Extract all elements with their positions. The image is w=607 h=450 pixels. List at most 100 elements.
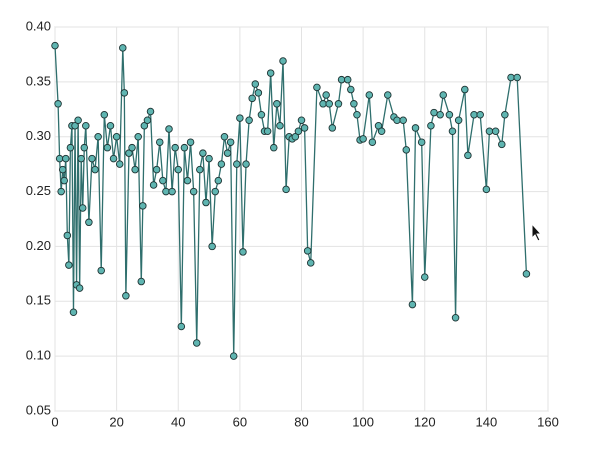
- point: [334, 100, 343, 108]
- point: [162, 187, 170, 196]
- point: [365, 91, 374, 99]
- point: [199, 149, 207, 157]
- point: [69, 308, 78, 317]
- y-tick-label: 0.40: [26, 18, 51, 33]
- x-tick-label: 140: [476, 414, 498, 429]
- y-tick-label: 0.35: [26, 73, 51, 88]
- point: [347, 85, 355, 94]
- point: [214, 176, 223, 185]
- point: [377, 127, 386, 135]
- point: [491, 127, 500, 135]
- y-tick-label: 0.15: [26, 293, 51, 308]
- point: [180, 143, 189, 152]
- point: [411, 124, 420, 132]
- point: [78, 204, 87, 212]
- point: [436, 111, 444, 119]
- point: [202, 198, 210, 207]
- point: [119, 44, 127, 52]
- point: [461, 85, 469, 94]
- point: [359, 135, 367, 143]
- point: [174, 165, 182, 174]
- point: [421, 273, 429, 281]
- point: [337, 75, 346, 84]
- point: [75, 284, 84, 292]
- point: [325, 100, 333, 108]
- point: [470, 111, 478, 119]
- point: [106, 121, 115, 130]
- point: [97, 266, 105, 275]
- point: [343, 75, 352, 84]
- point: [137, 277, 146, 286]
- point: [128, 143, 136, 152]
- point: [171, 143, 179, 152]
- point: [186, 138, 195, 146]
- point: [60, 176, 68, 185]
- point: [464, 151, 472, 160]
- point: [189, 187, 198, 196]
- point: [427, 121, 435, 130]
- cursor: [531, 222, 543, 242]
- point: [384, 91, 392, 99]
- point: [66, 143, 75, 152]
- point: [208, 242, 216, 251]
- point: [62, 154, 70, 163]
- point: [125, 149, 133, 157]
- x-tick-label: 20: [109, 414, 123, 429]
- point: [152, 165, 161, 174]
- point: [454, 116, 463, 125]
- point: [183, 176, 192, 185]
- point: [139, 202, 147, 210]
- point: [91, 165, 99, 174]
- point: [82, 121, 90, 130]
- point: [103, 143, 112, 152]
- chart-layer: 0.05 0.10 0.15 0.20 0.25 0.30 0.35 0.40 0 20 40 60 8…: [26, 18, 559, 429]
- point: [322, 91, 330, 99]
- point: [476, 111, 484, 119]
- point: [254, 89, 263, 97]
- point: [313, 83, 321, 92]
- x-tick-label: 60: [233, 414, 247, 429]
- point: [451, 313, 460, 322]
- point: [71, 121, 79, 130]
- point: [513, 73, 521, 82]
- y-tick-label: 0.20: [26, 238, 51, 253]
- point: [245, 116, 253, 125]
- point: [485, 127, 494, 135]
- y-tick-label: 0.05: [26, 402, 51, 417]
- point: [211, 187, 219, 196]
- point: [306, 259, 315, 267]
- point: [205, 154, 213, 163]
- point: [374, 121, 383, 130]
- point: [282, 185, 290, 194]
- point: [248, 94, 256, 103]
- x-tick-label: 40: [171, 414, 185, 429]
- point: [58, 165, 67, 174]
- y-tick-label: 0.25: [26, 183, 51, 198]
- point: [94, 132, 102, 141]
- point: [350, 100, 358, 108]
- point: [55, 154, 64, 163]
- point: [328, 124, 337, 132]
- point: [57, 187, 65, 196]
- x-tick-label: 80: [294, 414, 308, 429]
- point: [445, 111, 454, 119]
- point: [88, 154, 96, 163]
- y-tick-label: 0.30: [26, 128, 51, 143]
- x-tick-label: 100: [352, 414, 374, 429]
- x-tick-label: 0: [51, 414, 58, 429]
- point: [448, 127, 457, 135]
- point: [522, 270, 531, 278]
- x-tick-label: 160: [537, 414, 559, 429]
- point: [120, 89, 129, 97]
- point: [165, 125, 173, 133]
- point: [279, 57, 287, 65]
- point: [51, 41, 59, 50]
- point: [393, 116, 401, 125]
- point: [65, 261, 73, 269]
- point: [131, 165, 139, 174]
- point: [109, 154, 118, 163]
- point: [291, 132, 300, 141]
- point: [134, 132, 142, 141]
- point: [501, 111, 509, 119]
